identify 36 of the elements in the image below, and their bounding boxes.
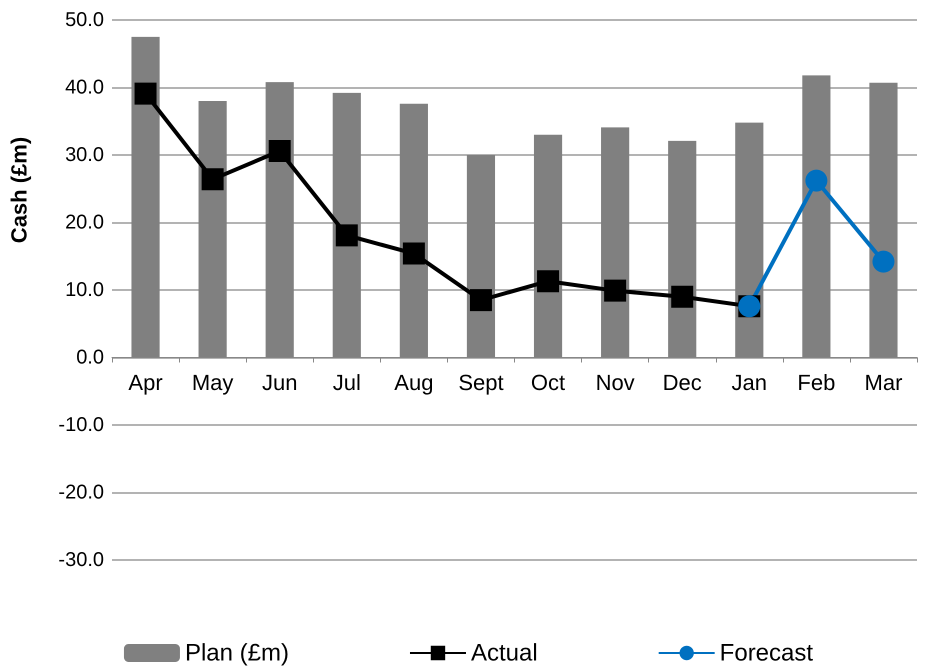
- legend-label: Actual: [470, 640, 538, 666]
- point: [671, 286, 694, 308]
- x-tick-label: May: [192, 370, 234, 395]
- point: [537, 270, 560, 292]
- point: [805, 170, 828, 192]
- y-tick-label: 50.0: [65, 9, 104, 31]
- point: [872, 250, 894, 273]
- y-tick-label: 40.0: [65, 76, 104, 98]
- y-axis-title: Cash (£m): [6, 136, 32, 244]
- x-tick-label: Aug: [394, 370, 434, 395]
- x-tick-label: Jun: [262, 370, 298, 395]
- y-tick-label: 30.0: [65, 144, 104, 166]
- point: [268, 140, 291, 162]
- y-tick-label: 10.0: [65, 279, 104, 301]
- y-tick-label: 20.0: [65, 212, 104, 234]
- point: [134, 82, 157, 105]
- x-tick-label: Mar: [864, 370, 902, 395]
- x-tick-label: Feb: [797, 370, 836, 395]
- x-tick-label: Dec: [662, 370, 702, 395]
- point: [402, 242, 425, 265]
- point: [336, 224, 358, 246]
- y-tick-label: 0.0: [76, 346, 104, 368]
- x-tick-label: Nov: [596, 370, 635, 395]
- x-tick-label: Oct: [530, 370, 566, 395]
- point: [470, 289, 492, 312]
- x-tick-label: Apr: [128, 370, 163, 395]
- legend-label: Forecast: [720, 640, 814, 666]
- x-tick-label: Jul: [332, 370, 361, 395]
- y-tick-label: -10.0: [58, 414, 104, 436]
- x-tick-label: Sept: [458, 370, 504, 395]
- legend-label: Plan (£m): [184, 640, 289, 666]
- x-tick-label: Jan: [732, 370, 768, 395]
- y-tick-label: -30.0: [58, 549, 104, 571]
- point: [202, 168, 224, 190]
- y-tick-label: -20.0: [58, 482, 104, 504]
- point: [604, 280, 626, 302]
